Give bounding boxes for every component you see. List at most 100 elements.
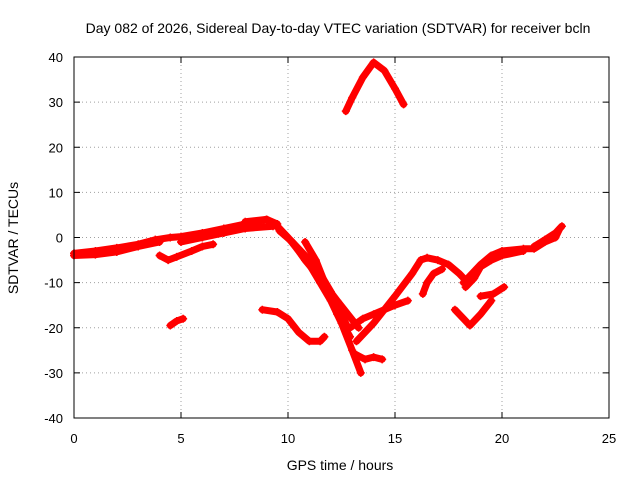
data-point <box>487 256 496 265</box>
data-point <box>416 256 425 265</box>
data-point <box>444 260 453 269</box>
data-point <box>187 247 196 256</box>
data-point <box>273 307 282 316</box>
data-point <box>151 235 160 244</box>
x-axis-label: GPS time / hours <box>287 457 394 473</box>
markers-track-c <box>155 240 218 265</box>
y-tick-label: 10 <box>49 185 63 200</box>
markers-track-e <box>177 222 278 247</box>
data-point <box>369 58 378 67</box>
data-point <box>361 355 370 364</box>
markers-track-m <box>352 350 387 364</box>
data-point <box>369 353 378 362</box>
data-point <box>399 100 408 109</box>
data-point <box>408 269 417 278</box>
data-point <box>166 321 175 330</box>
y-tick-label: -10 <box>44 276 63 291</box>
data-point <box>294 328 303 337</box>
x-tick-label: 0 <box>70 431 77 446</box>
y-tick-label: 0 <box>56 231 63 246</box>
data-point <box>489 289 498 298</box>
data-point <box>461 283 470 292</box>
data-point <box>198 233 207 242</box>
data-point <box>91 250 100 259</box>
data-point <box>455 269 464 278</box>
data-point <box>358 314 367 323</box>
data-point <box>450 305 459 314</box>
series-track-t <box>477 283 508 300</box>
x-tick-label: 10 <box>281 431 295 446</box>
data-point <box>378 355 387 364</box>
data-point <box>391 84 399 93</box>
series-track-h <box>275 227 363 332</box>
markers-track-p <box>418 265 447 298</box>
y-axis-label: SDTVAR / TECUs <box>5 182 21 294</box>
markers-track-t <box>476 283 509 301</box>
data-point <box>341 107 350 116</box>
data-point <box>198 242 207 251</box>
data-series <box>70 58 566 377</box>
data-point <box>322 283 331 292</box>
data-point <box>429 269 438 278</box>
data-point <box>172 252 181 261</box>
data-point <box>438 265 447 274</box>
y-tick-label: -20 <box>44 321 63 336</box>
markers-track-s <box>450 296 496 330</box>
x-tick-label: 15 <box>388 431 402 446</box>
series-track-f <box>263 215 365 377</box>
data-point <box>301 238 310 247</box>
y-tick-label: 30 <box>49 95 63 110</box>
data-point <box>530 242 539 251</box>
data-point <box>476 292 485 301</box>
data-point <box>177 238 185 247</box>
data-point <box>380 305 389 314</box>
data-point <box>459 314 468 323</box>
series-track-i <box>301 238 354 341</box>
data-point <box>112 247 121 256</box>
y-tick-label: 40 <box>49 50 63 65</box>
data-point <box>241 224 250 233</box>
series-track-s <box>451 297 495 329</box>
markers-track-l <box>341 58 408 116</box>
data-point <box>391 301 399 310</box>
data-point <box>352 337 361 346</box>
data-point <box>305 337 314 346</box>
markers-track-r <box>461 247 528 292</box>
data-point <box>320 332 329 341</box>
series-track-o <box>346 297 412 332</box>
data-point <box>358 73 367 82</box>
data-point <box>423 253 432 262</box>
y-tick-label: -40 <box>44 411 63 426</box>
markers-track-o <box>346 296 412 332</box>
data-point <box>476 262 485 271</box>
data-point <box>476 310 485 319</box>
data-point <box>241 217 250 226</box>
data-point <box>333 310 342 319</box>
data-point <box>433 256 442 265</box>
series-track-m <box>353 351 386 363</box>
data-point <box>519 247 528 256</box>
y-tick-label: 20 <box>49 140 63 155</box>
markers-track-j <box>258 305 329 346</box>
series-track-r <box>462 247 527 291</box>
data-point <box>465 321 474 330</box>
data-point <box>380 66 389 75</box>
data-point <box>470 274 479 283</box>
data-point <box>219 228 228 237</box>
data-point <box>403 296 412 305</box>
data-point <box>275 226 284 235</box>
data-point <box>369 310 378 319</box>
data-point <box>356 368 365 377</box>
markers-track-k <box>166 314 188 330</box>
series-track-j <box>258 306 328 345</box>
data-point <box>500 283 509 292</box>
data-point <box>164 256 173 265</box>
data-point <box>352 350 361 359</box>
data-point <box>209 240 218 249</box>
data-point <box>391 292 399 301</box>
data-point <box>348 93 357 102</box>
data-point <box>262 215 271 224</box>
data-point <box>284 314 292 323</box>
data-point <box>155 251 164 260</box>
